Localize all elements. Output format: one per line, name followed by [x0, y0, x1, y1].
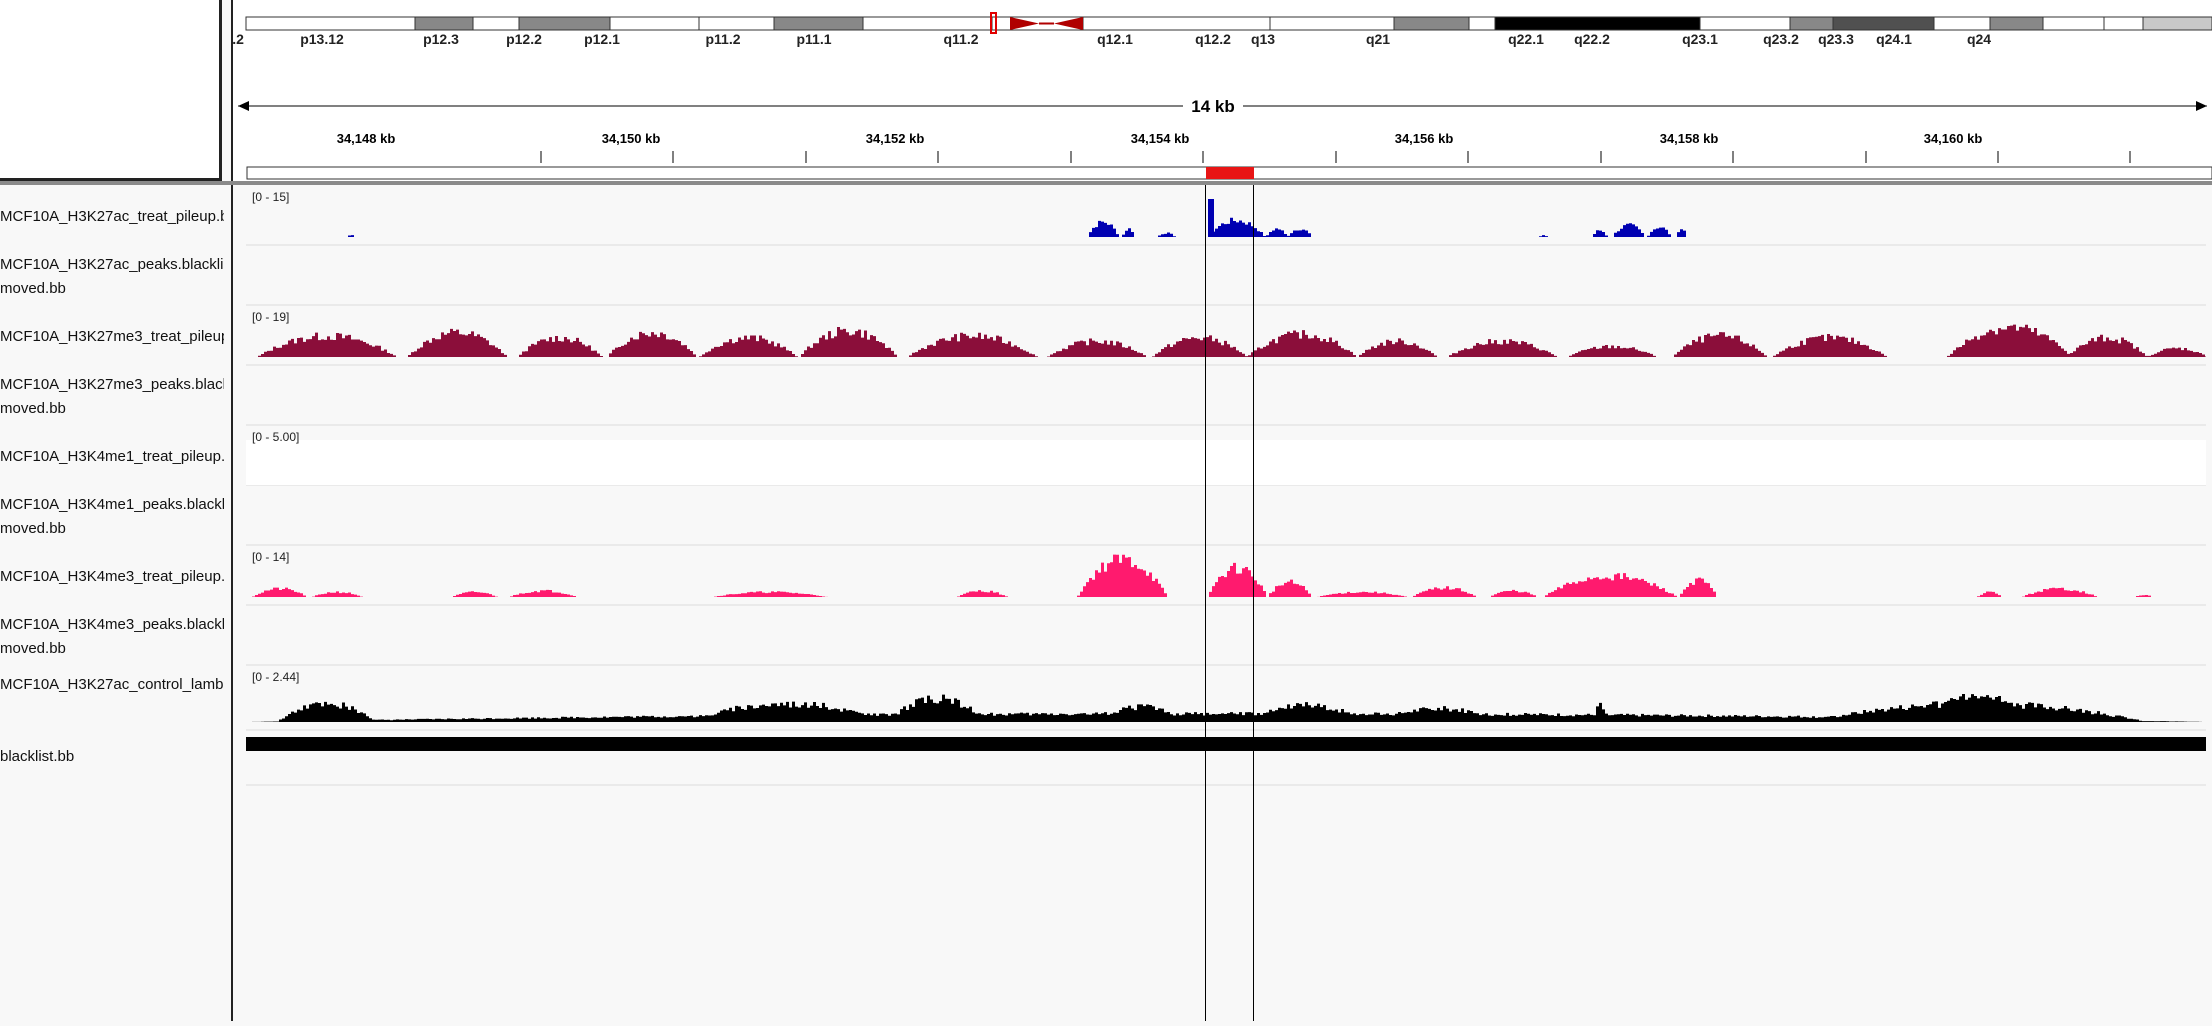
cytoband — [1789, 16, 1834, 31]
ruler-tick-label: 34,156 kb — [1395, 131, 1454, 146]
track-name-panel: MCF10A_H3K27ac_treat_pileup.bw MCF10A_H3… — [0, 185, 231, 1021]
track-name-h3k27me3-peaks[interactable]: MCF10A_H3K27me3_peaks.blacklist moved.bb — [0, 376, 224, 417]
cytoband-label: q11.2 — [943, 31, 978, 47]
h3k27ac-signal — [246, 217, 2208, 237]
ruler-tick-label: 34,150 kb — [602, 131, 661, 146]
cytoband — [472, 16, 520, 31]
cytoband-label: q22.1 — [1508, 31, 1544, 47]
cytoband-label: q12.2 — [1195, 31, 1231, 47]
cytoband-label: q23.3 — [1818, 31, 1854, 47]
h3k4me3-signal — [246, 554, 2208, 597]
cytoband-label: p11.2 — [705, 31, 740, 47]
centromere-q-arm — [1054, 17, 1083, 30]
cytoband — [1393, 16, 1470, 31]
cytoband-label: q24 — [1967, 31, 1991, 47]
cytoband-label: p13.12 — [300, 31, 344, 47]
cytoband-label: p11.1 — [796, 31, 831, 47]
cytoband-label: q22.2 — [1574, 31, 1610, 47]
ruler-tick-label: 34,148 kb — [337, 131, 396, 146]
cytoband — [1933, 16, 1991, 31]
data-svg[interactable] — [246, 185, 2208, 1021]
track-name-blacklist[interactable]: blacklist.bb — [0, 748, 75, 765]
cytoband-label: p12.3 — [423, 31, 459, 47]
track-name-h3k27ac-control[interactable]: MCF10A_H3K27ac_control_lambda — [0, 676, 224, 693]
cytoband — [698, 16, 775, 31]
ruler-tick-label: 34,160 kb — [1924, 131, 1983, 146]
cytoband — [245, 16, 416, 31]
span-arrow-left — [238, 101, 249, 111]
cytoband — [518, 16, 611, 31]
ruler-tick-label: 34,154 kb — [1131, 131, 1190, 146]
track-name-h3k27me3-pileup[interactable]: MCF10A_H3K27me3_treat_pileup.bw — [0, 328, 224, 345]
data-range-h3k27me3: [0 - 19] — [252, 310, 290, 324]
span-label: 14 kb — [1191, 97, 1234, 116]
cytoband — [1468, 16, 1496, 31]
h3k27me3-signal — [246, 324, 2208, 357]
cytoband-label: p13.2 — [233, 31, 244, 47]
data-range-h3k4me3: [0 - 14] — [252, 550, 290, 564]
centromere-p-arm — [1010, 17, 1039, 30]
cytoband-label: q12.1 — [1097, 31, 1133, 47]
track-name-h3k4me3-peaks[interactable]: MCF10A_H3K4me3_peaks.blacklist moved.bb — [0, 616, 224, 657]
ruler-area[interactable]: p13.3p13.2p13.12p12.3p12.2p12.1p11.2p11.… — [74, 0, 2212, 181]
track-name-h3k4me1-pileup[interactable]: MCF10A_H3K4me1_treat_pileup.bw — [0, 448, 224, 465]
cytoband-label: q24.1 — [1876, 31, 1912, 47]
cytoband-label: q23.1 — [1682, 31, 1718, 47]
current-region-marker — [990, 12, 997, 34]
track-name-h3k4me1-peaks[interactable]: MCF10A_H3K4me1_peaks.blacklist moved.bb — [0, 496, 224, 537]
track-name-h3k27ac-peaks[interactable]: MCF10A_H3K27ac_peaks.blacklist moved.bb — [0, 256, 224, 297]
cytoband — [1832, 16, 1935, 31]
ruler-tick-label: 34,158 kb — [1660, 131, 1719, 146]
cytoband — [862, 16, 993, 31]
cytoband — [2142, 16, 2212, 31]
cytoband-label: p12.2 — [506, 31, 542, 47]
blacklist-feature — [246, 737, 2206, 751]
cytoband — [1082, 16, 1271, 31]
cytoband — [1269, 16, 1395, 31]
header-data-divider[interactable] — [0, 181, 2212, 185]
h3k27ac-spike — [1208, 199, 1214, 237]
data-range-h3k27ac-control: [0 - 2.44] — [252, 670, 300, 684]
cytoband — [1494, 16, 1701, 31]
cytoband-label: p12.1 — [584, 31, 620, 47]
name-panel-divider[interactable] — [231, 0, 233, 1021]
cytoband — [2042, 16, 2105, 31]
cytoband-label: q23.2 — [1763, 31, 1799, 47]
span-label-bg — [1183, 95, 1243, 117]
span-arrow-right — [2196, 101, 2207, 111]
cytoband-label: q21 — [1366, 31, 1390, 47]
h3k27ac-control-signal — [246, 694, 2208, 722]
h3k4me1-background — [246, 440, 2206, 485]
cytoband — [773, 16, 864, 31]
cytoband-label: q13 — [1251, 31, 1275, 47]
data-panel[interactable] — [246, 185, 2208, 1021]
region-of-interest — [1206, 167, 1254, 179]
cytoband — [414, 16, 474, 31]
data-range-h3k27ac: [0 - 15] — [252, 190, 290, 204]
data-range-h3k4me1: [0 - 5.00] — [252, 430, 300, 444]
ruler-svg[interactable]: p13.3p13.2p13.12p12.3p12.2p12.1p11.2p11.… — [74, 0, 2212, 181]
attribute-header-panel — [0, 0, 222, 181]
cytoband — [1699, 16, 1791, 31]
track-name-h3k4me3-pileup[interactable]: MCF10A_H3K4me3_treat_pileup.bw — [0, 568, 224, 585]
track-name-h3k27ac-pileup[interactable]: MCF10A_H3K27ac_treat_pileup.bw — [0, 208, 224, 225]
ruler-tick-label: 34,152 kb — [866, 131, 925, 146]
cytoband — [1989, 16, 2044, 31]
